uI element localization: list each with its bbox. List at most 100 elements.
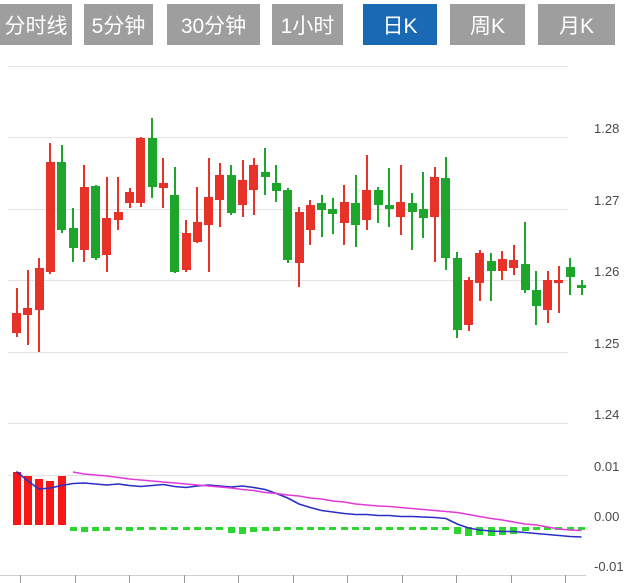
candle [45,162,55,273]
candle [475,252,485,283]
candle-wick [512,244,515,275]
candle-wick [399,164,402,235]
candle [181,232,191,270]
tab-周K[interactable]: 周K [450,4,525,45]
candle [531,290,541,306]
price-axis-label: 1.24 [594,407,620,422]
indicator-axis-label: 0.00 [594,509,620,524]
tab-日K[interactable]: 日K [363,4,437,45]
candle-wick [320,194,323,238]
price-gridline [8,352,568,353]
candle [113,212,123,220]
macd-hist-bar-down [216,527,224,530]
macd-hist-bar-up [35,479,44,525]
macd-hist-bar-down [340,527,348,530]
candle [543,280,553,311]
chart-top-border [8,66,568,67]
candle [362,189,372,220]
macd-hist-bar-down [239,527,246,534]
x-axis-tick [510,575,512,583]
indicator-axis-label: 0.01 [594,459,620,474]
macd-hist-bar-up [46,481,55,525]
candle [565,267,575,278]
x-axis-tick [401,575,403,583]
macd-hist-bar-down [92,527,100,531]
macd-hist-bar-down [284,527,292,530]
candle [136,137,146,203]
candle [396,202,406,218]
macd-hist-bar-down [329,527,337,530]
candle-wick [411,192,413,250]
x-axis-tick [456,575,457,583]
candle-wick [264,147,267,195]
macd-hist-bar-down [431,527,439,530]
macd-hist-bar-down [227,527,235,533]
macd-hist-bar-down [397,527,405,530]
macd-hist-bar-down [408,527,416,530]
tab-分时线[interactable]: 分时线 [0,4,72,45]
candle [226,174,236,213]
macd-hist-bar-down [465,527,472,536]
candle [520,264,530,290]
candle [464,280,473,326]
macd-hist-bar-down [487,527,495,536]
candle [418,209,428,218]
candle [215,174,225,200]
macd-hist-bar-down [544,527,552,530]
tab-月K[interactable]: 月K [538,4,615,45]
candle [12,312,21,333]
macd-hist-bar-down [374,527,382,530]
candle [125,192,134,203]
candle [554,280,564,283]
candle [271,182,281,191]
candle-wick [524,222,526,293]
candle [351,202,360,225]
indicator-gridline [8,475,568,476]
price-gridline [8,137,568,138]
candle [407,202,417,213]
x-axis-tick [183,575,185,583]
candle [486,260,496,271]
macd-hist-bar-down [442,527,450,530]
candle [34,267,44,311]
candle-wick [117,177,120,230]
tab-5分钟[interactable]: 5分钟 [84,4,153,45]
macd-hist-bar-down [306,527,314,530]
tab-30分钟[interactable]: 30分钟 [167,4,260,45]
tab-1小时[interactable]: 1小时 [272,4,343,45]
macd-hist-bar-down [419,527,427,530]
indicator-axis-label: -0.01 [594,559,624,574]
candle-wick [557,265,560,313]
candle [102,217,112,255]
dea-line [72,471,582,532]
candle [68,227,78,248]
macd-hist-bar-down [498,527,506,535]
macd-hist-bar-down [295,527,303,530]
x-axis-tick [347,575,348,583]
macd-hist-bar-up [12,472,21,525]
candle [373,189,383,205]
macd-hist-bar-down [272,527,280,531]
macd-hist-bar-down [159,527,167,530]
candle [328,208,338,215]
candle-wick [26,269,29,346]
candle [577,285,586,288]
x-axis-tick [74,575,76,583]
price-axis-label: 1.27 [594,193,620,208]
candle [294,212,304,263]
candle [147,137,157,188]
candle [339,202,349,223]
x-axis-tick [238,575,239,583]
candle [260,172,270,178]
macd-hist-bar-down [318,527,326,530]
candle-wick [377,187,380,223]
macd-hist-bar-down [521,527,529,531]
macd-hist-bar-down [261,527,269,531]
macd-hist-bar-down [385,527,393,530]
candle [204,197,214,225]
macd-hist-bar-down [510,527,518,534]
candle [91,185,101,258]
price-gridline [8,423,568,424]
candle-wick [490,252,493,301]
